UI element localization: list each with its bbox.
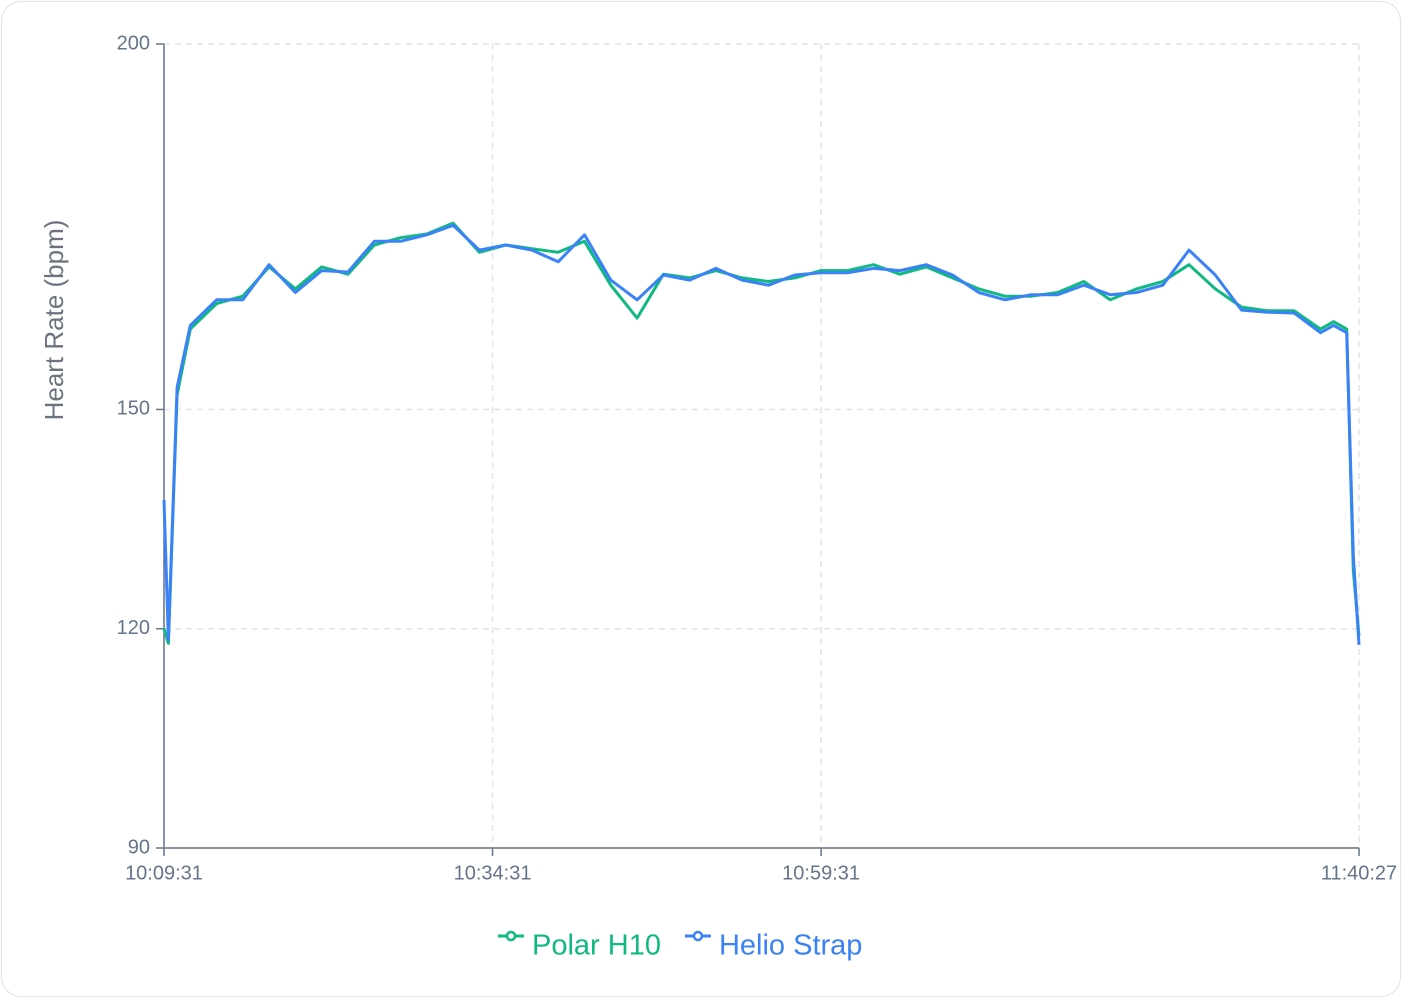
x-tick-label: 11:40:27 (1321, 862, 1397, 884)
y-tick-label: 200 (117, 32, 150, 54)
y-tick-label: 150 (117, 398, 150, 420)
x-tick-label: 10:34:31 (454, 862, 532, 884)
y-tick-label: 90 (128, 836, 150, 858)
series-line (162, 221, 1361, 645)
series-line (162, 223, 1361, 645)
legend-marker (692, 930, 704, 942)
x-tick-label: 10:59:31 (782, 862, 860, 884)
y-axis-title: Heart Rate (bpm) (39, 220, 69, 421)
y-tick-label: 120 (117, 617, 150, 639)
legend-marker (505, 930, 517, 942)
legend-label[interactable]: Helio Strap (719, 930, 862, 962)
legend-label[interactable]: Polar H10 (532, 930, 661, 962)
x-tick-label: 10:09:31 (125, 862, 203, 884)
